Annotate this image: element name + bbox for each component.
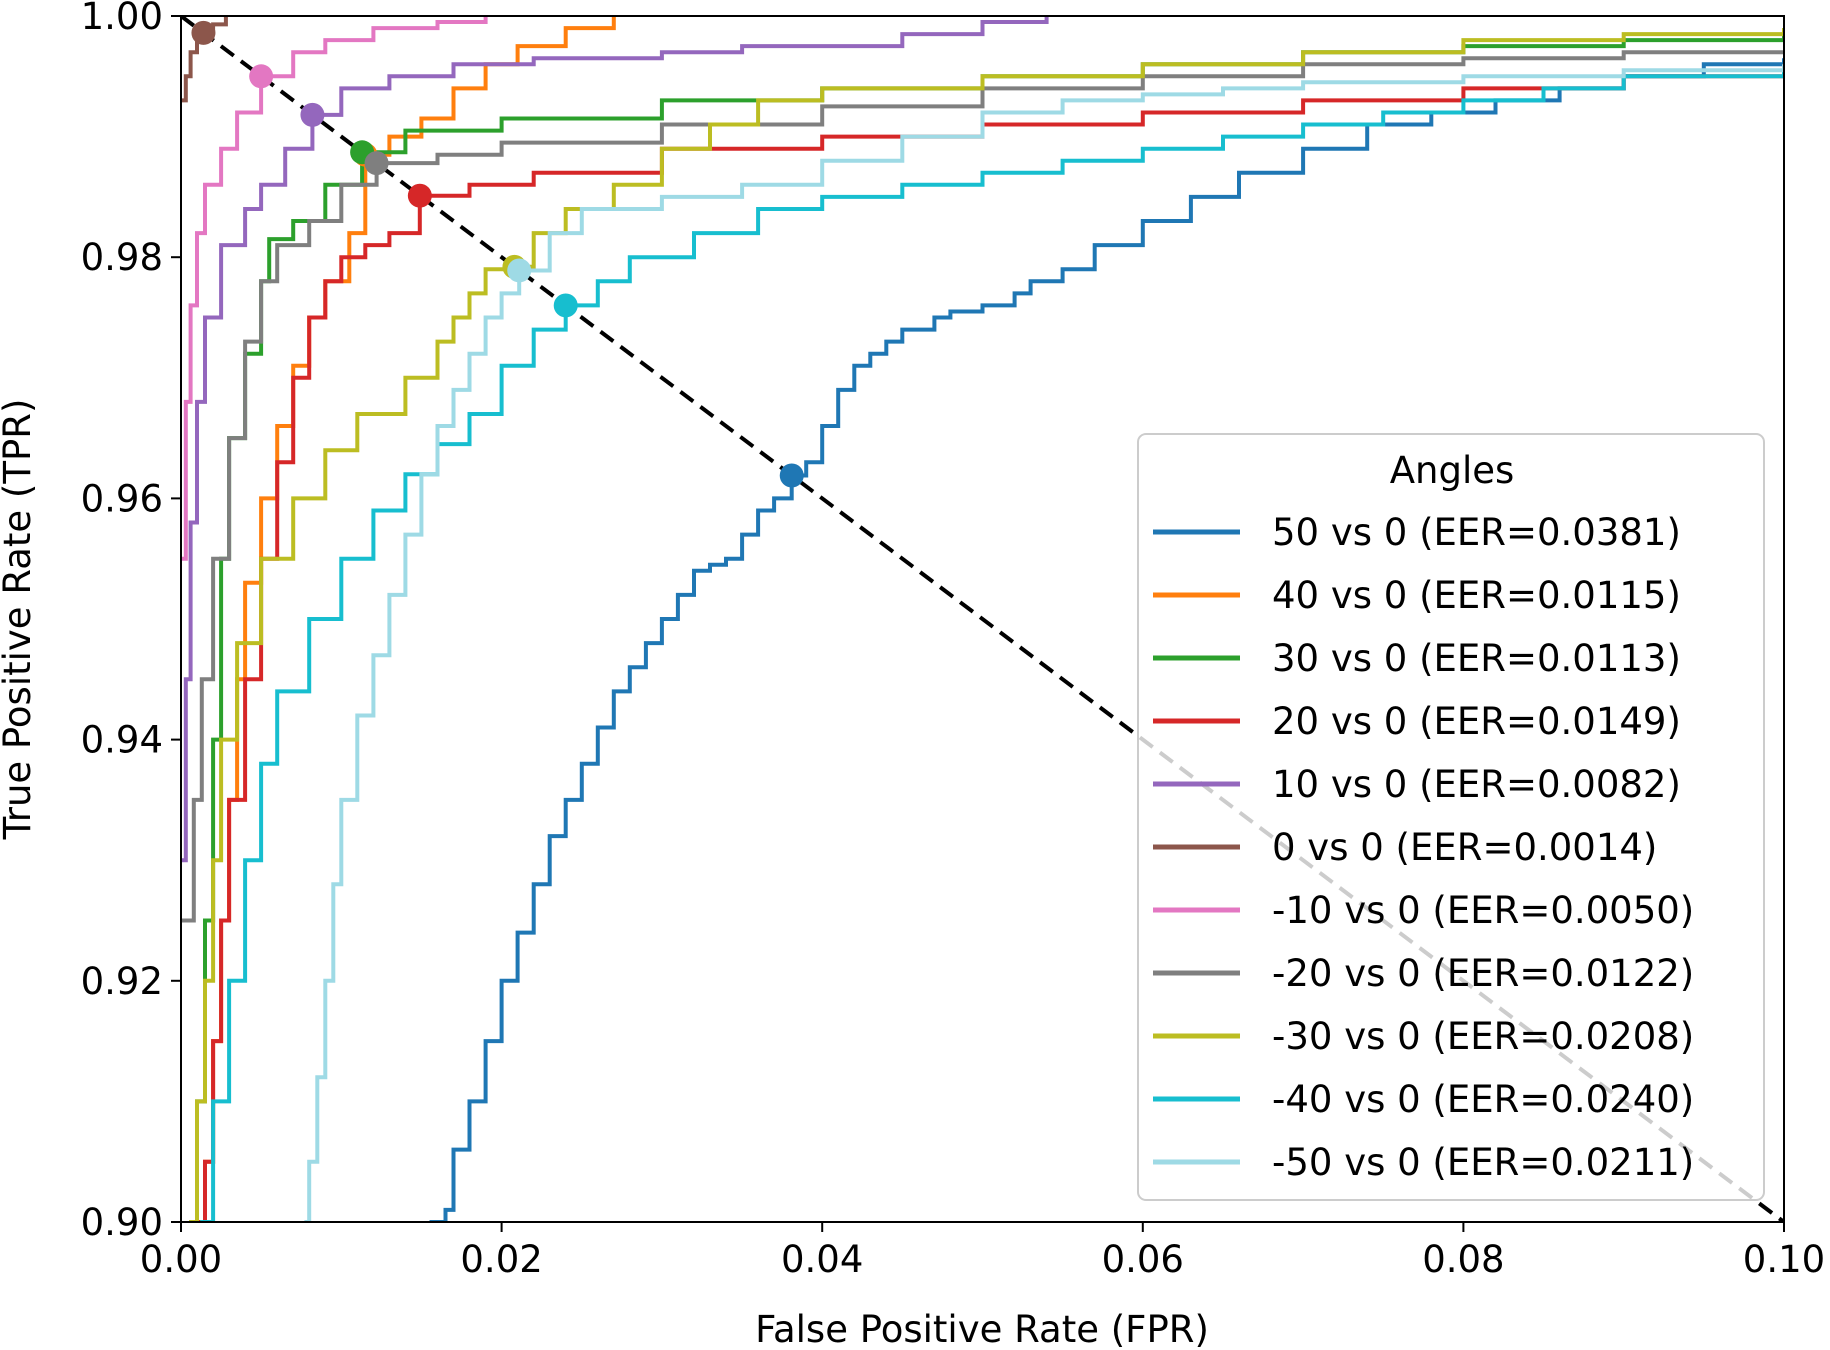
eer-marker-5 [191, 20, 216, 45]
legend-label-3: 20 vs 0 (EER=0.0149) [1272, 700, 1681, 743]
legend-label-4: 10 vs 0 (EER=0.0082) [1272, 763, 1681, 806]
x-axis: 0.00 0.02 0.04 0.06 0.08 0.10 [140, 1222, 1825, 1281]
y-tick-label-3: 0.96 [81, 477, 163, 520]
series-layer [181, 16, 1784, 1222]
plot-frame [180, 15, 1785, 1223]
legend-title: Angles [1390, 449, 1515, 492]
roc-curve-3 [197, 64, 1784, 1222]
eer-points-layer [191, 20, 804, 488]
legend-label-5: 0 vs 0 (EER=0.0014) [1272, 826, 1657, 869]
eer-marker-10 [507, 258, 532, 283]
roc-curve-6 [181, 16, 488, 561]
y-tick-label-1: 0.92 [81, 960, 163, 1003]
eer-marker-7 [364, 151, 389, 176]
x-tick-label-5: 0.10 [1743, 1238, 1825, 1281]
legend-label-7: -20 vs 0 (EER=0.0122) [1272, 952, 1694, 995]
eer-marker-6 [249, 64, 274, 89]
x-tick-label-0: 0.00 [140, 1238, 222, 1281]
legend-label-8: -30 vs 0 (EER=0.0208) [1272, 1015, 1694, 1058]
y-axis-label: True Positive Rate (TPR) [0, 399, 39, 841]
y-tick-label-0: 0.90 [81, 1201, 163, 1244]
eer-marker-9 [553, 293, 578, 318]
x-tick-label-4: 0.08 [1422, 1238, 1504, 1281]
legend-label-9: -40 vs 0 (EER=0.0240) [1272, 1078, 1694, 1121]
legend: Angles 50 vs 0 (EER=0.0381) 40 vs 0 (EER=0… [1137, 433, 1765, 1201]
legend-label-1: 40 vs 0 (EER=0.0115) [1272, 574, 1681, 617]
y-tick-label-4: 0.98 [81, 236, 163, 279]
eer-marker-4 [300, 102, 325, 127]
x-tick-label-1: 0.02 [460, 1238, 542, 1281]
legend-label-0: 50 vs 0 (EER=0.0381) [1272, 511, 1681, 554]
y-tick-label-5: 1.00 [81, 0, 163, 38]
legend-label-10: -50 vs 0 (EER=0.0211) [1272, 1141, 1694, 1184]
eer-diagonal-line [181, 16, 1784, 1222]
legend-label-6: -10 vs 0 (EER=0.0050) [1272, 889, 1694, 932]
roc-curve-0 [429, 58, 1784, 1222]
eer-marker-3 [407, 183, 432, 208]
legend-box [1137, 433, 1765, 1201]
roc-curve-8 [189, 28, 1784, 1222]
x-tick-label-2: 0.04 [781, 1238, 863, 1281]
y-tick-label-2: 0.94 [81, 719, 163, 762]
eer-marker-0 [779, 463, 804, 488]
x-tick-label-3: 0.06 [1102, 1238, 1184, 1281]
roc-curve-9 [200, 70, 1784, 1222]
legend-label-2: 30 vs 0 (EER=0.0113) [1272, 637, 1681, 680]
roc-curve-10 [304, 64, 1784, 1222]
x-axis-label: False Positive Rate (FPR) [755, 1308, 1209, 1350]
y-axis: 0.90 0.92 0.94 0.96 0.98 1.00 [81, 0, 181, 1244]
diagonal-layer [181, 16, 1784, 1222]
